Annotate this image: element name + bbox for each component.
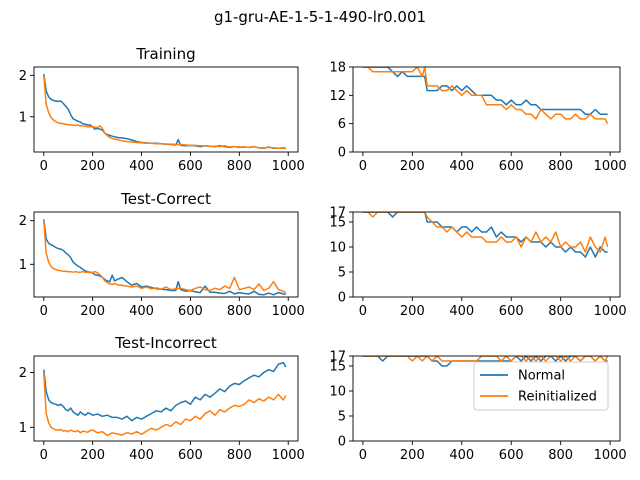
axes-frame <box>352 211 621 298</box>
y-tick-label: 15 <box>329 360 346 375</box>
series-line-reinitialized <box>362 356 609 362</box>
chart-panel: 0 200 400 600 800 1000 1 2 Test-Correct <box>19 190 305 319</box>
chart-panel: 0 200 400 600 800 1000 1 2 Test-Incorrect <box>19 334 305 463</box>
x-tick-label: 200 <box>80 304 105 319</box>
y-tick-label: 18 <box>329 61 346 76</box>
x-tick-label: 0 <box>40 159 48 174</box>
series-line-normal <box>362 67 608 115</box>
x-tick-label: 0 <box>359 304 367 319</box>
y-tick-label: 0 <box>338 435 346 450</box>
x-tick-label: 1000 <box>594 448 627 463</box>
panel-title: Training <box>135 45 195 63</box>
x-tick-label: 600 <box>499 159 524 174</box>
series-line-normal <box>43 219 286 296</box>
figure-suptitle: g1-gru-AE-1-5-1-490-lr0.001 <box>214 8 426 26</box>
x-tick-label: 400 <box>129 159 154 174</box>
series-line-reinitialized <box>362 67 609 125</box>
x-tick-label: 200 <box>80 448 105 463</box>
x-tick-label: 800 <box>548 448 573 463</box>
legend-box <box>473 361 609 411</box>
x-tick-label: 0 <box>40 448 48 463</box>
y-tick-label: 6 <box>338 117 346 132</box>
x-tick-label: 200 <box>80 159 105 174</box>
x-tick-label: 1000 <box>272 304 305 319</box>
x-tick-label: 1000 <box>594 304 627 319</box>
x-tick-label: 400 <box>449 304 474 319</box>
x-tick-label: 0 <box>40 304 48 319</box>
y-tick-label: 1 <box>19 421 27 436</box>
x-tick-label: 800 <box>227 159 252 174</box>
x-tick-label: 800 <box>548 304 573 319</box>
series-line-reinitialized <box>362 212 609 253</box>
x-tick-label: 200 <box>400 159 425 174</box>
y-tick-label: 5 <box>338 266 346 281</box>
panel-title: Test-Incorrect <box>114 334 217 352</box>
x-tick-label: 1000 <box>594 159 627 174</box>
x-tick-label: 0 <box>359 159 367 174</box>
y-tick-label: 5 <box>338 410 346 425</box>
series-line-normal <box>362 356 608 367</box>
x-tick-label: 600 <box>178 448 203 463</box>
x-tick-label: 200 <box>400 448 425 463</box>
x-tick-label: 600 <box>178 159 203 174</box>
x-tick-label: 1000 <box>272 448 305 463</box>
y-tick-label: 10 <box>329 241 346 256</box>
y-tick-label: 2 <box>19 366 27 381</box>
chart-panel: 0 200 400 600 800 1000 1 2 Training <box>19 45 305 174</box>
axes-frame <box>33 66 299 153</box>
x-tick-label: 400 <box>449 159 474 174</box>
axes-frame <box>33 355 299 442</box>
y-tick-label: 2 <box>19 214 27 229</box>
x-tick-label: 600 <box>178 304 203 319</box>
y-tick-label: 1 <box>19 110 27 125</box>
series-line-normal <box>362 212 608 258</box>
x-tick-label: 200 <box>400 304 425 319</box>
axes-frame <box>352 355 621 442</box>
x-tick-label: 800 <box>227 304 252 319</box>
x-tick-label: 600 <box>499 448 524 463</box>
y-tick-label: 15 <box>329 216 346 231</box>
y-tick-label: 17 <box>329 350 346 365</box>
series-line-reinitialized <box>43 220 287 294</box>
series-line-reinitialized <box>43 372 287 437</box>
legend-label-reinitialized: Reinitialized <box>518 390 597 405</box>
y-tick-label: 12 <box>329 89 346 104</box>
x-tick-label: 800 <box>548 159 573 174</box>
y-tick-label: 17 <box>329 206 346 221</box>
x-tick-label: 800 <box>227 448 252 463</box>
y-tick-label: 0 <box>338 146 346 161</box>
y-tick-label: 2 <box>19 69 27 84</box>
legend: Normal Reinitialized <box>473 361 609 411</box>
x-tick-label: 600 <box>499 304 524 319</box>
axes-frame <box>33 211 299 298</box>
y-tick-label: 10 <box>329 385 346 400</box>
x-tick-label: 400 <box>129 304 154 319</box>
y-tick-label: 1 <box>19 258 27 273</box>
chart-panel: 0 200 400 600 800 1000 0 6 12 18 <box>329 61 626 175</box>
x-tick-label: 0 <box>359 448 367 463</box>
legend-label-normal: Normal <box>518 369 565 384</box>
x-tick-label: 1000 <box>272 159 305 174</box>
series-line-normal <box>43 361 287 422</box>
series-line-reinitialized <box>43 75 286 150</box>
x-tick-label: 400 <box>449 448 474 463</box>
axes-frame <box>352 66 621 153</box>
panel-title: Test-Correct <box>120 190 211 208</box>
y-tick-label: 0 <box>338 291 346 306</box>
x-tick-label: 400 <box>129 448 154 463</box>
